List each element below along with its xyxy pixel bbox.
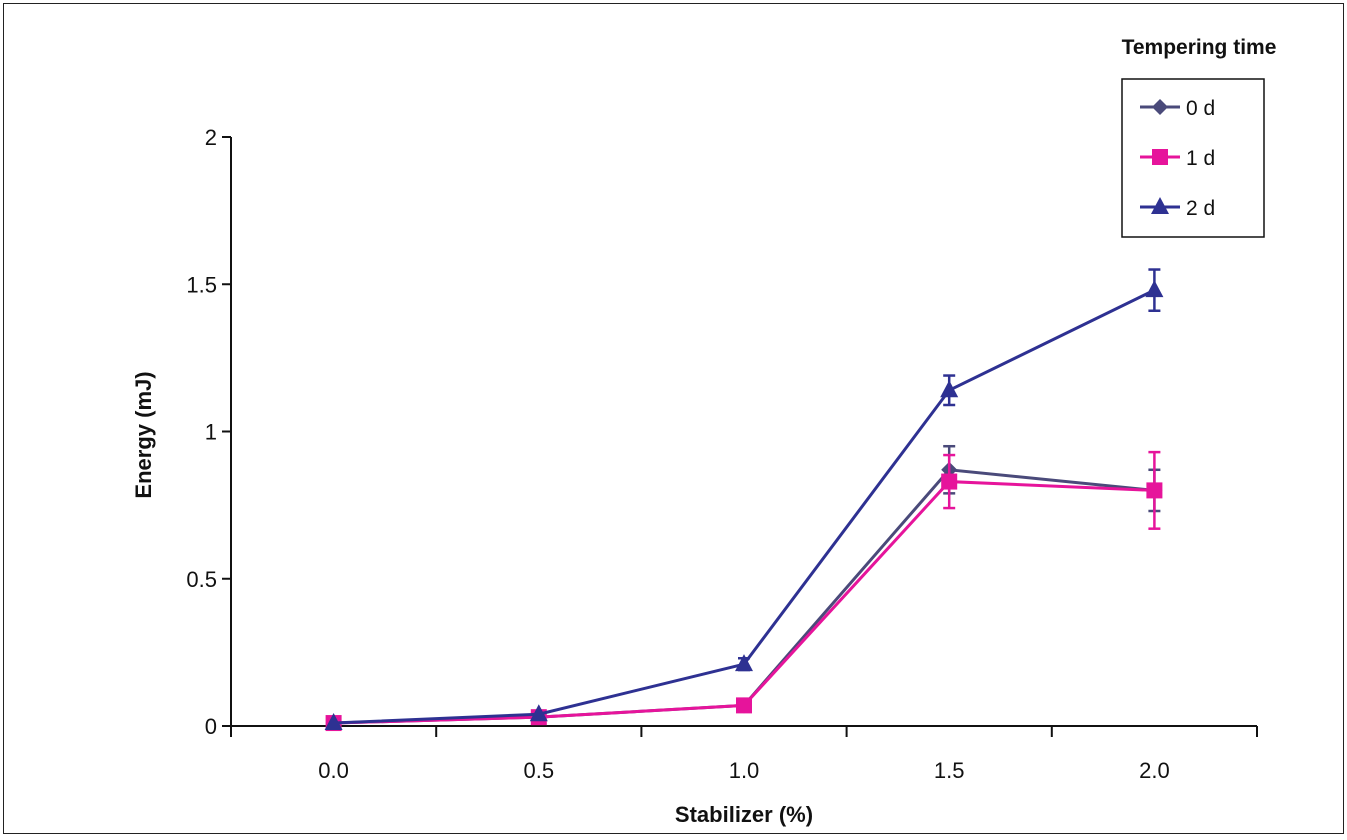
x-tick-label: 0.5 [524, 758, 555, 783]
series-line [333, 468, 1155, 725]
legend-label: 0 d [1186, 97, 1215, 120]
chart-frame: 0 0.5 1 1.5 2 0.0 0.5 1.0 1.5 2.0 Energy (mJ) Sta… [3, 3, 1344, 834]
x-tick-label: 1.0 [729, 758, 760, 783]
legend-title: Tempering time [1122, 36, 1277, 59]
data-point [1146, 482, 1163, 499]
legend-label: 2 d [1186, 197, 1215, 220]
data-point [324, 713, 343, 731]
data-point [529, 704, 548, 722]
y-tick-label: 2 [205, 125, 217, 150]
series-0d [325, 444, 1163, 732]
data-point [735, 654, 753, 672]
series-line [333, 480, 1155, 725]
series-layer [324, 268, 1164, 732]
energy-chart: 0 0.5 1 1.5 2 0.0 0.5 1.0 1.5 2.0 Energy (mJ) Sta… [131, 36, 1277, 827]
x-tick-label: 2.0 [1139, 758, 1170, 783]
axes: 0 0.5 1 1.5 2 0.0 0.5 1.0 1.5 2.0 [186, 125, 1258, 783]
y-tick-label: 1.5 [186, 272, 217, 297]
data-point [941, 473, 958, 490]
data-point [1145, 280, 1164, 298]
data-point [940, 380, 959, 398]
legend-marker [1152, 99, 1168, 115]
y-tick-label: 0.5 [186, 567, 217, 592]
y-tick-label: 1 [205, 420, 217, 445]
legend-marker [1151, 197, 1169, 214]
y-tick-label: 0 [205, 714, 217, 739]
x-tick-label: 1.5 [934, 758, 965, 783]
series-1d [325, 450, 1163, 732]
legend: 0 d 1 d 2 d [1121, 78, 1265, 238]
series-2d [324, 268, 1164, 731]
x-axis-title: Stabilizer (%) [675, 802, 813, 827]
legend-marker [1152, 149, 1168, 165]
data-point [736, 697, 752, 714]
y-axis-title: Energy (mJ) [131, 371, 156, 498]
x-tick-label: 0.0 [318, 758, 349, 783]
legend-label: 1 d [1186, 147, 1215, 170]
